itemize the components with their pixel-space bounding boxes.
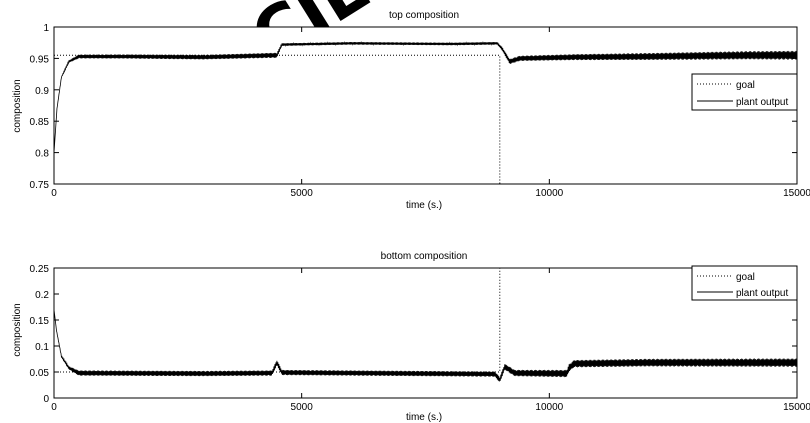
- top-composition-plot: top composition 0 5000 10000 15000 0.750.80…: [12, 10, 810, 211]
- top-x-tick-label: 15000: [783, 188, 810, 199]
- bottom-plot-background: [54, 268, 797, 398]
- top-x-tick-label: 5000: [291, 188, 314, 199]
- bottom-y-tick-label: 0.1: [35, 342, 49, 353]
- bottom-plot-title: bottom composition: [381, 251, 468, 262]
- bottom-x-tick-label: 0: [51, 402, 57, 413]
- bottom-y-tick-label: 0: [43, 394, 49, 405]
- top-y-axis-label: composition: [12, 79, 23, 132]
- bottom-composition-plot: bottom composition 0 5000 10000 15000 0 0.05…: [12, 251, 810, 423]
- bottom-plot-area: [53, 267, 798, 399]
- bottom-y-tick-label: 0.15: [30, 316, 50, 327]
- top-x-ticks: 0 5000 10000 15000: [51, 27, 810, 199]
- bottom-y-tick-label: 0.05: [30, 368, 50, 379]
- bottom-legend: goal plant output: [691, 265, 798, 301]
- top-y-tick-label: 1: [43, 23, 49, 34]
- bottom-legend-output-label: plant output: [736, 288, 788, 299]
- bottom-x-tick-label: 15000: [783, 402, 810, 413]
- top-series-goal-line: [54, 54, 501, 184]
- bottom-series-plant-output-line: [54, 309, 797, 382]
- top-y-tick-label: 0.9: [35, 86, 49, 97]
- top-x-tick-label: 0: [51, 188, 57, 199]
- top-y-ticks: 0.75 0.8 0.85 0.9 0.95 1: [30, 23, 797, 191]
- top-legend-box: [691, 73, 798, 111]
- top-y-tick-label: 0.85: [30, 117, 50, 128]
- bottom-x-tick-label: 5000: [291, 402, 314, 413]
- top-series-plant-output-line: [54, 40, 797, 153]
- bottom-x-tick-label: 10000: [535, 402, 563, 413]
- bottom-legend-box: [691, 265, 798, 301]
- top-y-tick-label: 0.95: [30, 54, 50, 65]
- top-x-tick-label: 10000: [535, 188, 563, 199]
- top-x-axis-label: time (s.): [406, 200, 442, 211]
- top-plot-title: top composition: [389, 10, 459, 21]
- bottom-x-ticks: 0 5000 10000 15000: [51, 268, 810, 413]
- top-y-tick-label: 0.75: [30, 180, 50, 191]
- top-legend-goal-label: goal: [736, 80, 755, 91]
- bottom-y-tick-label: 0.2: [35, 290, 49, 301]
- top-y-tick-label: 0.8: [35, 149, 49, 160]
- top-plot-background: [54, 27, 797, 184]
- bottom-x-axis-label: time (s.): [406, 412, 442, 423]
- bottom-y-axis-label: composition: [12, 303, 23, 356]
- top-legend: goal plant output: [691, 73, 798, 111]
- bottom-legend-goal-label: goal: [736, 272, 755, 283]
- top-legend-output-label: plant output: [736, 97, 788, 108]
- bottom-axes-frame: [53, 267, 798, 399]
- bottom-y-tick-label: 0.25: [30, 264, 50, 275]
- top-plot-area: [53, 26, 798, 185]
